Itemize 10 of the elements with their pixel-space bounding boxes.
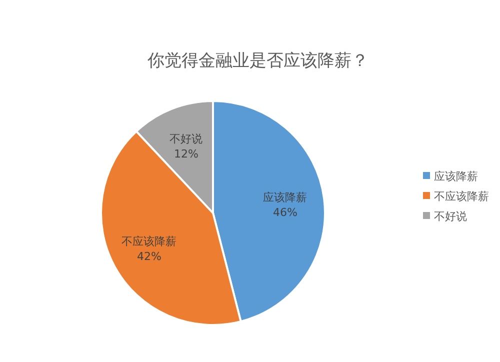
slice-label: 应该降薪 xyxy=(263,190,308,204)
slice-label: 不应该降薪 xyxy=(122,235,177,248)
legend-label: 不应该降薪 xyxy=(434,190,489,203)
slice-label: 不好说 xyxy=(170,132,203,146)
legend-label: 应该降薪 xyxy=(434,170,478,183)
data-label: 46% xyxy=(273,206,298,219)
data-label: 42% xyxy=(136,250,162,264)
legend-label: 不好说 xyxy=(434,210,467,223)
data-label: 12% xyxy=(174,147,198,160)
chart-title: 你觉得金融业是否应该降薪？ xyxy=(146,51,368,71)
